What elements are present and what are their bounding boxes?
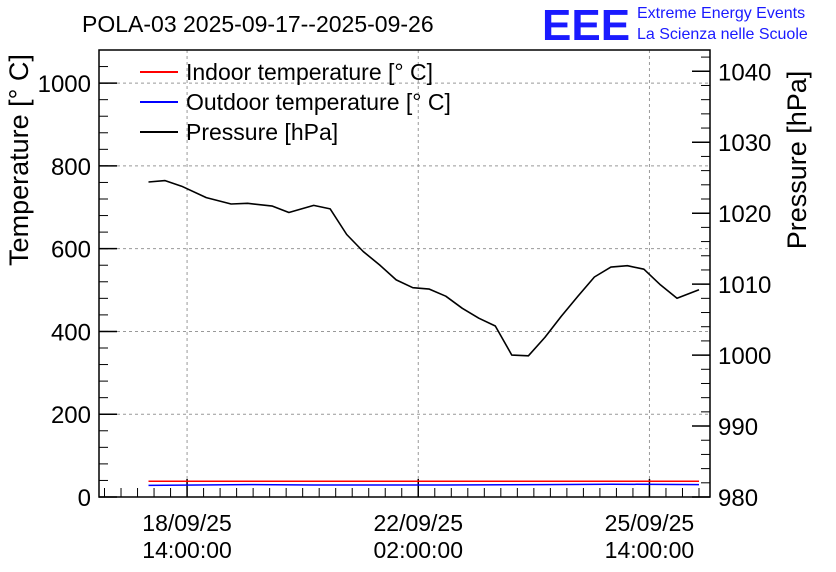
series-lines xyxy=(148,179,700,487)
y2-tick-label: 980 xyxy=(718,485,758,512)
y-tick-label: 400 xyxy=(51,319,91,346)
y-tick-label: 600 xyxy=(51,237,91,264)
y2-tick-label: 1030 xyxy=(718,130,771,157)
y-tick-label: 1000 xyxy=(38,71,91,98)
y-axis-right: 980 990 1000 1010 1020 1030 1040 xyxy=(692,56,771,512)
x-tick-label-date: 18/09/25 xyxy=(142,510,232,536)
plot-frame xyxy=(98,49,711,498)
eee-logo-mark: EEE xyxy=(542,1,630,50)
legend: Indoor temperature [° C] Outdoor tempera… xyxy=(140,59,451,145)
y-axis-left: 0 200 400 600 800 1000 xyxy=(38,49,117,512)
y2-tick-label: 1040 xyxy=(718,59,771,86)
x-tick-label-time: 14:00:00 xyxy=(605,537,695,563)
y-axis-label: Temperature [° C] xyxy=(4,54,34,266)
logo-line-1: Extreme Energy Events xyxy=(637,5,805,22)
eee-logo: EEE Extreme Energy Events La Scienza nel… xyxy=(542,1,808,50)
x-tick-label-date: 25/09/25 xyxy=(605,510,695,536)
logo-line-2: La Scienza nelle Scuole xyxy=(637,26,808,43)
y-tick-label: 0 xyxy=(78,485,91,512)
y2-tick-label: 1020 xyxy=(718,201,771,228)
y-tick-label: 800 xyxy=(51,154,91,181)
y-tick-label: 200 xyxy=(51,402,91,429)
legend-label-indoor: Indoor temperature [° C] xyxy=(186,59,433,85)
series-line-pressure xyxy=(148,179,700,357)
y2-tick-label: 1000 xyxy=(718,343,771,370)
x-tick-label-time: 02:00:00 xyxy=(373,537,463,563)
x-tick-label-time: 14:00:00 xyxy=(142,537,232,563)
legend-label-pressure: Pressure [hPa] xyxy=(186,119,338,145)
y2-axis-label: Pressure [hPa] xyxy=(782,71,812,250)
y2-tick-label: 1010 xyxy=(718,272,771,299)
chart-title: POLA-03 2025-09-17--2025-09-26 xyxy=(82,11,434,37)
x-tick-label-date: 22/09/25 xyxy=(373,510,463,536)
series-line-outdoor xyxy=(148,483,700,487)
y2-tick-label: 990 xyxy=(718,414,758,441)
grid-lines xyxy=(99,50,710,498)
x-axis: 18/09/2514:00:0022/09/2502:00:0025/09/25… xyxy=(104,479,700,563)
legend-label-outdoor: Outdoor temperature [° C] xyxy=(186,89,451,115)
